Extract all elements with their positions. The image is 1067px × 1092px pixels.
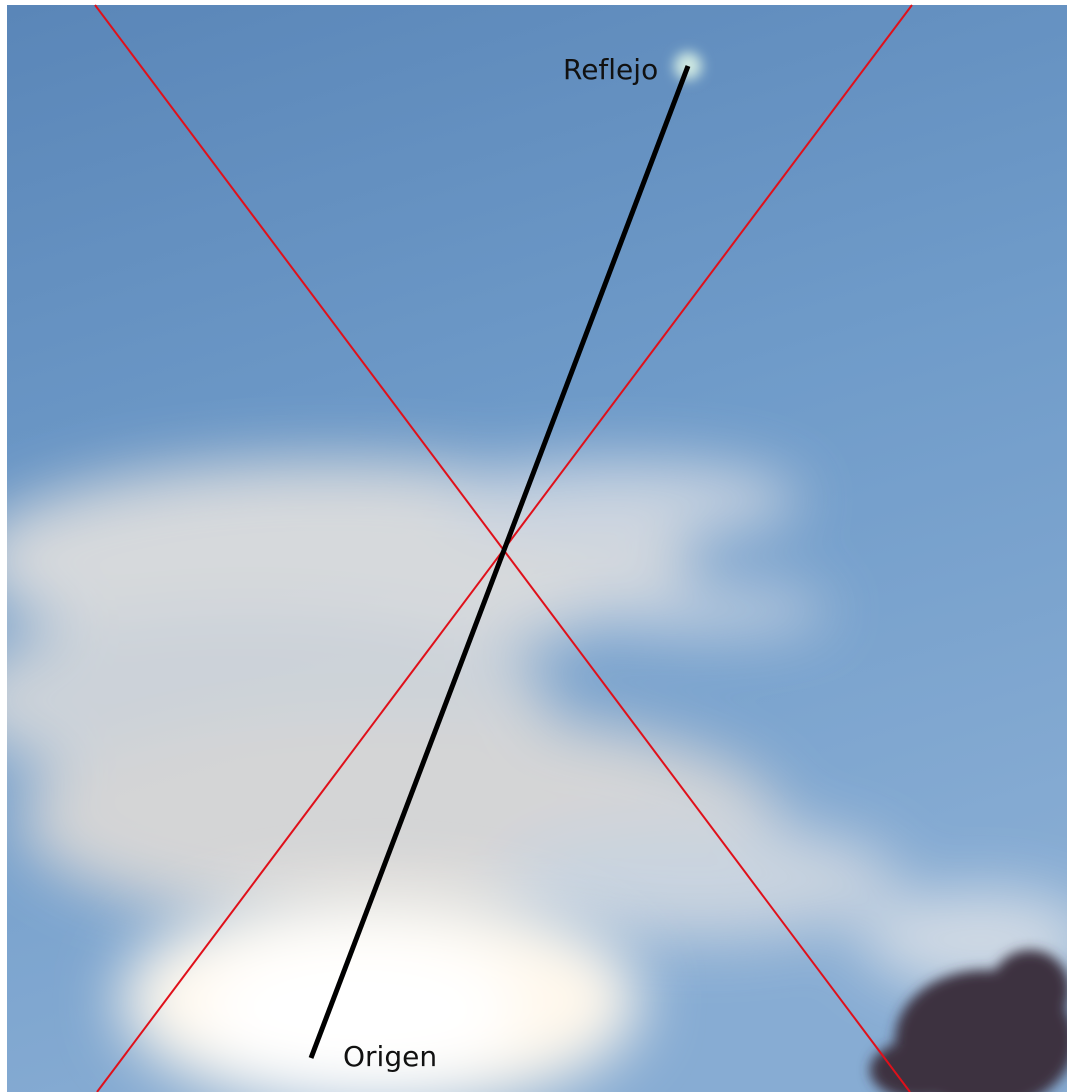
- annotated-photo: Reflejo Origen: [0, 0, 1067, 1092]
- page: Reflejo y Origen html, body { margin: 0;…: [0, 0, 1067, 1092]
- photo: [0, 5, 1067, 1092]
- reflection-label: Reflejo: [563, 53, 658, 86]
- body: {"annotations": {"reflection": "Reflejo"…: [0, 0, 1067, 1092]
- origin-label: Origen: [343, 1040, 437, 1073]
